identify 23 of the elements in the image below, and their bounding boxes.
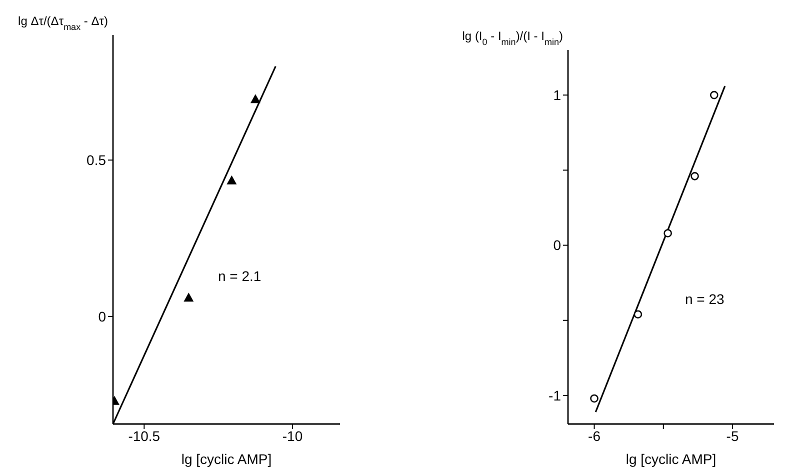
y-tick-label: 0.5 xyxy=(86,152,106,168)
y-axis-title: lg (I$_{0}$ - I$_{min}$)/(I - I$_{min}$) xyxy=(462,29,563,47)
annotation: n = 2.1 xyxy=(218,268,262,284)
y-tick-label: 1 xyxy=(553,87,562,104)
point xyxy=(590,394,598,403)
point xyxy=(184,292,194,302)
x-axis-title: lg [cyclic AMP] xyxy=(626,451,716,467)
point xyxy=(226,175,237,184)
y-tick-label: 0 xyxy=(553,237,562,254)
y-axis-title: lg Δτ/(Δτ$_{max}$ - Δτ) xyxy=(18,14,108,32)
annotation: n = 23 xyxy=(685,291,724,307)
y-tick-label: 0 xyxy=(98,308,106,324)
x-axis-title: lg [cyclic AMP] xyxy=(181,451,272,467)
x-tick-label: -10 xyxy=(282,428,303,444)
x-tick-label: -10.5 xyxy=(128,428,160,444)
point xyxy=(690,172,699,180)
point xyxy=(710,90,718,100)
x-tick-label: -6 xyxy=(588,428,601,444)
point xyxy=(664,229,672,238)
x-tick-label: -5 xyxy=(726,428,739,444)
point xyxy=(250,94,260,104)
y-tick-label: -1 xyxy=(548,387,562,404)
point xyxy=(634,310,642,319)
